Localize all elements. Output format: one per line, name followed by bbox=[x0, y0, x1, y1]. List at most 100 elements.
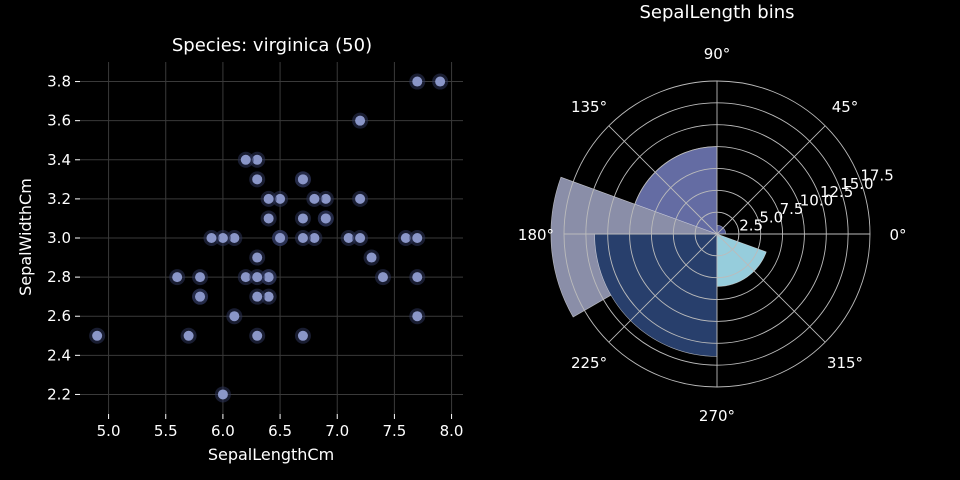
y-tick-label: 3.0 bbox=[47, 229, 71, 247]
data-point bbox=[432, 73, 449, 90]
data-point bbox=[249, 269, 266, 286]
scatter-y-ticks: 2.2 2.4 2.6 2.8 3.0 3.2 3.4 3.6 3.8 bbox=[47, 73, 80, 403]
data-point-marker bbox=[217, 389, 228, 400]
data-point-marker bbox=[412, 233, 423, 243]
data-point bbox=[374, 269, 391, 286]
data-point bbox=[397, 230, 414, 246]
data-point-marker bbox=[412, 76, 423, 87]
data-point-marker bbox=[320, 213, 331, 224]
data-point bbox=[192, 269, 209, 286]
polar-angle-tick-label: 225° bbox=[571, 354, 607, 372]
data-point bbox=[409, 73, 426, 90]
data-point bbox=[294, 210, 311, 227]
data-point-marker bbox=[263, 291, 274, 302]
data-point bbox=[226, 230, 243, 246]
data-point-marker bbox=[217, 233, 228, 243]
data-point-marker bbox=[263, 193, 274, 204]
data-point-marker bbox=[412, 272, 423, 283]
data-point-marker bbox=[240, 154, 251, 165]
data-point-marker bbox=[229, 311, 240, 322]
y-tick-label: 3.8 bbox=[47, 73, 71, 91]
data-point bbox=[237, 269, 254, 286]
data-point-marker bbox=[172, 272, 183, 283]
data-point-marker bbox=[355, 115, 366, 126]
polar-angle-tick-label: 0° bbox=[889, 226, 906, 244]
polar-radial-tick-labels: 2.55.07.510.012.515.017.5 bbox=[739, 166, 894, 234]
y-tick-label: 2.2 bbox=[47, 385, 71, 403]
polar-angle-tick-label: 90° bbox=[704, 45, 731, 63]
polar-angle-gridline bbox=[608, 125, 718, 235]
data-point bbox=[249, 288, 266, 305]
data-point bbox=[260, 288, 277, 305]
polar-angle-gridline bbox=[716, 125, 826, 235]
data-point bbox=[272, 190, 289, 207]
data-point bbox=[89, 327, 106, 344]
polar-angle-tick-label: 180° bbox=[518, 226, 554, 244]
data-point-marker bbox=[377, 272, 388, 283]
polar-bar bbox=[716, 233, 767, 287]
data-point bbox=[317, 190, 334, 207]
data-point-marker bbox=[252, 291, 263, 302]
polar-angle-tick-label: 135° bbox=[571, 98, 607, 116]
data-point-marker bbox=[275, 233, 286, 243]
data-point bbox=[272, 230, 289, 246]
polar-radial-tick-label: 12.5 bbox=[820, 183, 853, 201]
data-point-marker bbox=[297, 233, 308, 243]
data-point bbox=[192, 288, 209, 305]
data-point bbox=[409, 230, 426, 246]
x-tick-label: 6.0 bbox=[211, 422, 235, 440]
data-point-marker bbox=[252, 252, 263, 263]
y-tick-label: 2.8 bbox=[47, 268, 71, 286]
y-tick-label: 2.4 bbox=[47, 346, 71, 364]
polar-angle-tick-label: 270° bbox=[699, 407, 735, 425]
data-point bbox=[340, 230, 357, 246]
data-point bbox=[260, 210, 277, 227]
polar-title: SepalLength bins bbox=[640, 2, 795, 23]
polar-radial-tick-label: 10.0 bbox=[800, 192, 833, 210]
data-point bbox=[237, 151, 254, 168]
scatter-x-ticks: 5.0 5.5 6.0 6.5 7.0 7.5 8.0 bbox=[97, 414, 464, 440]
data-point-marker bbox=[252, 330, 263, 341]
polar-angle-gridline bbox=[716, 233, 826, 343]
x-tick-label: 8.0 bbox=[440, 422, 464, 440]
data-point-marker bbox=[412, 311, 423, 322]
polar-angle-tick-label: 315° bbox=[827, 354, 863, 372]
data-point-marker bbox=[229, 233, 240, 243]
polar-angle-tick-label: 45° bbox=[832, 98, 859, 116]
polar-radial-tick-label: 2.5 bbox=[739, 217, 763, 235]
polar-radial-tick-label: 7.5 bbox=[780, 200, 804, 218]
data-point-marker bbox=[366, 252, 377, 263]
y-tick-label: 3.2 bbox=[47, 190, 71, 208]
data-point bbox=[249, 327, 266, 344]
data-point-marker bbox=[252, 272, 263, 283]
y-tick-label: 3.4 bbox=[47, 151, 71, 169]
data-point-marker bbox=[320, 193, 331, 204]
polar-radial-tick-label: 15.0 bbox=[840, 175, 873, 193]
data-point-marker bbox=[206, 233, 217, 243]
polar-angle-tick-labels: 0° 45° 90° 135° 180° 225° 270° 315° bbox=[518, 45, 907, 425]
data-point bbox=[294, 171, 311, 188]
polar-radial-tick-label: 5.0 bbox=[759, 208, 783, 226]
scatter-chart: Species: virginica (50) 5.0 5.5 6.0 6.5 7.0 7… bbox=[16, 35, 463, 464]
y-tick-label: 2.6 bbox=[47, 307, 71, 325]
data-point-marker bbox=[195, 272, 206, 283]
y-tick-label: 3.6 bbox=[47, 112, 71, 130]
data-point bbox=[214, 386, 231, 403]
data-point bbox=[169, 269, 186, 286]
data-point-marker bbox=[252, 154, 263, 165]
data-point-marker bbox=[252, 174, 263, 185]
data-point-marker bbox=[240, 272, 251, 283]
data-point bbox=[249, 249, 266, 266]
data-point bbox=[352, 230, 369, 246]
data-point-marker bbox=[92, 330, 103, 341]
scatter-points bbox=[89, 73, 449, 403]
polar-grid bbox=[563, 80, 871, 388]
data-point bbox=[317, 210, 334, 227]
data-point-marker bbox=[183, 330, 194, 341]
data-point bbox=[306, 190, 323, 207]
data-point-marker bbox=[297, 330, 308, 341]
data-point bbox=[214, 230, 231, 246]
x-tick-label: 5.5 bbox=[154, 422, 178, 440]
data-point bbox=[363, 249, 380, 266]
